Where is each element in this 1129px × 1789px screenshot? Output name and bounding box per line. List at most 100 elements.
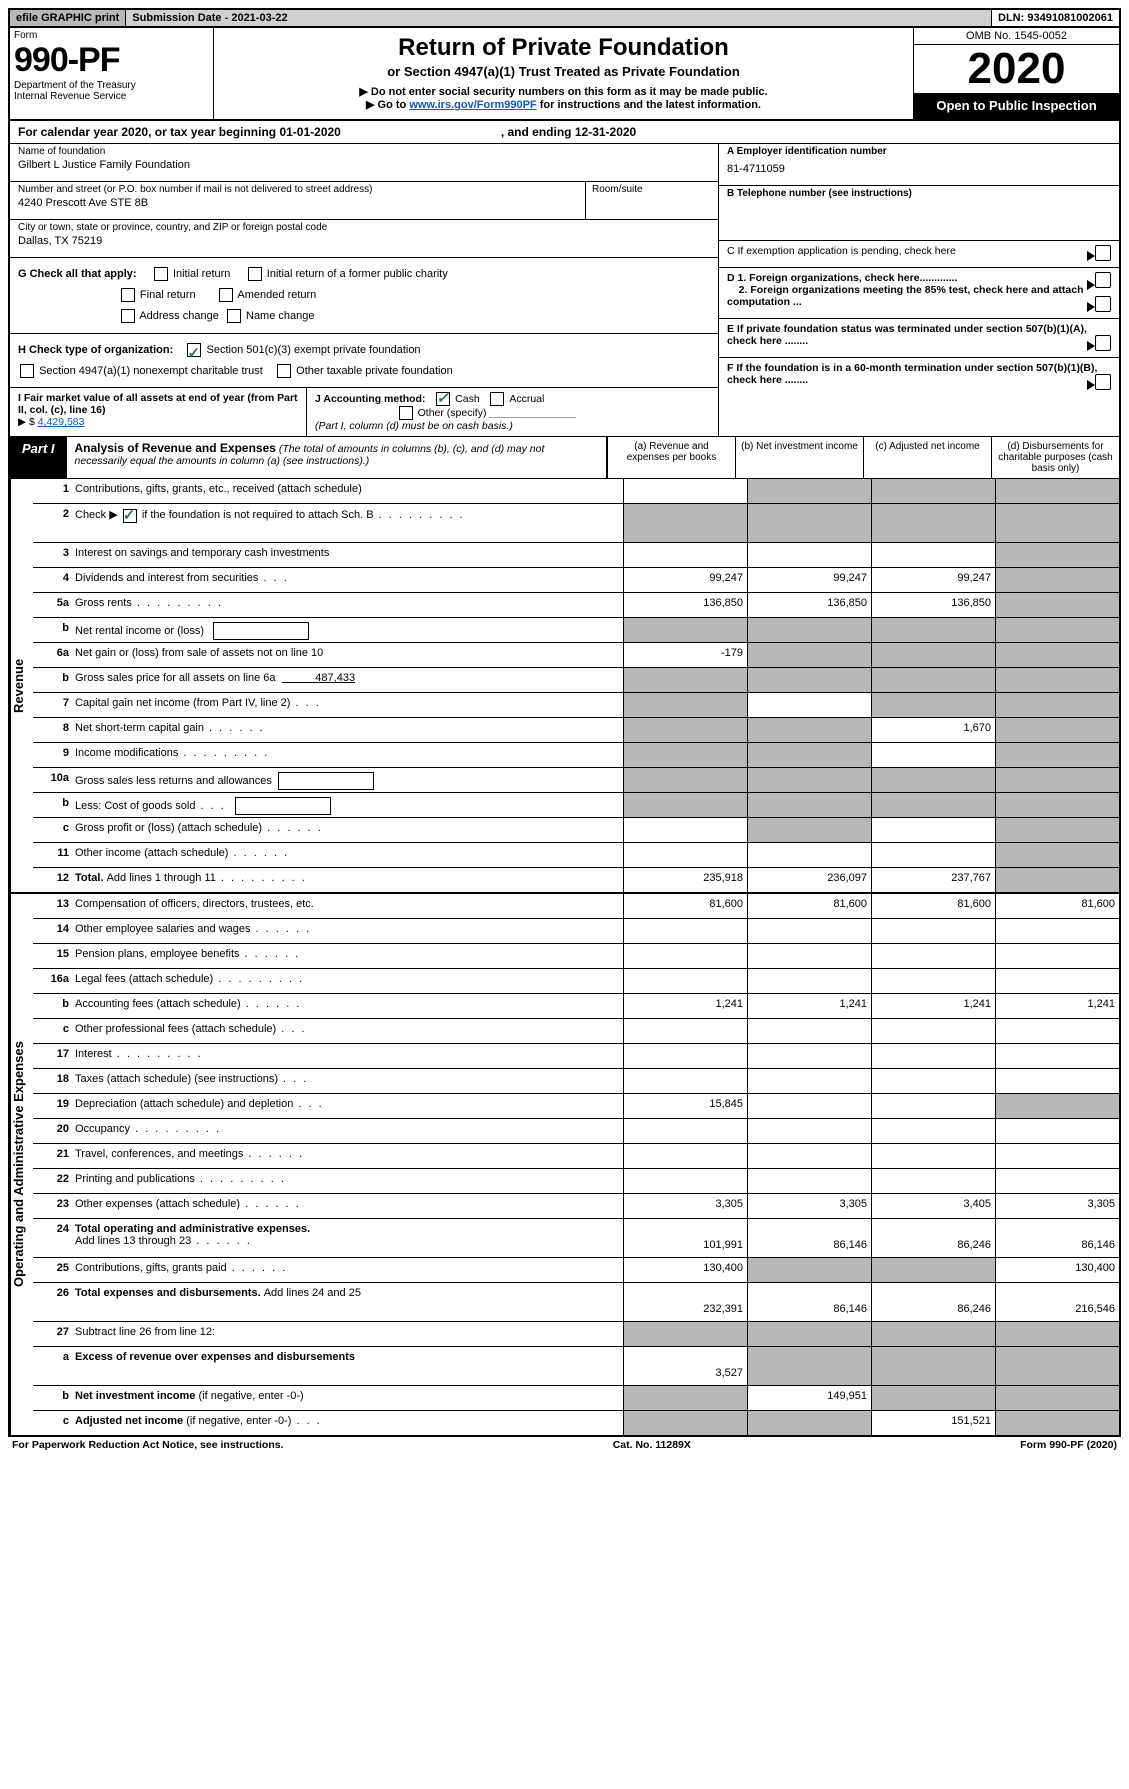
calyear-begin: 01-01-2020 — [279, 125, 340, 139]
l19-a: 15,845 — [623, 1094, 747, 1118]
name-label: Name of foundation — [18, 146, 710, 157]
city-label: City or town, state or province, country… — [18, 222, 710, 233]
H-o1: Section 501(c)(3) exempt private foundat… — [207, 344, 421, 356]
l5a-b: 136,850 — [747, 593, 871, 617]
footer-left: For Paperwork Reduction Act Notice, see … — [12, 1439, 284, 1451]
l5b-desc: Net rental income or (loss) — [75, 618, 623, 642]
efile-btn[interactable]: efile GRAPHIC print — [10, 10, 126, 26]
l16b-d: 1,241 — [995, 994, 1119, 1018]
l26-d: 216,546 — [995, 1283, 1119, 1321]
l10a-box — [278, 772, 374, 790]
cb-C[interactable] — [1095, 245, 1111, 261]
l27-desc: Subtract line 26 from line 12: — [75, 1322, 623, 1346]
cb-4947[interactable] — [20, 364, 34, 378]
section-F: F If the foundation is in a 60-month ter… — [719, 358, 1119, 396]
expenses-side-label: Operating and Administrative Expenses — [10, 894, 33, 1435]
l5a-desc: Gross rents — [75, 593, 623, 617]
l4-desc: Dividends and interest from securities — [75, 568, 623, 592]
city-val: Dallas, TX 75219 — [18, 233, 710, 247]
cb-F[interactable] — [1095, 374, 1111, 390]
part1-desc: Analysis of Revenue and Expenses (The to… — [67, 437, 606, 478]
subdate-label: Submission Date - — [132, 12, 231, 24]
revenue-table: Revenue 1Contributions, gifts, grants, e… — [8, 479, 1121, 894]
part1-label: Part I — [10, 437, 67, 478]
l8-c: 1,670 — [871, 718, 995, 742]
arrow-icon — [1087, 341, 1095, 351]
cb-accrual[interactable] — [490, 392, 504, 406]
form-note1: ▶ Do not enter social security numbers o… — [222, 85, 905, 98]
l24-desc: Total operating and administrative expen… — [75, 1219, 623, 1257]
G-o1: Initial return — [173, 268, 230, 280]
arrow-icon — [1087, 251, 1095, 261]
l27b-b: 149,951 — [747, 1386, 871, 1410]
top-bar: efile GRAPHIC print Submission Date - 20… — [8, 8, 1121, 28]
dln: DLN: 93491081002061 — [992, 10, 1119, 26]
l13-b: 81,600 — [747, 894, 871, 918]
l13-d: 81,600 — [995, 894, 1119, 918]
l11-desc: Other income (attach schedule) — [75, 843, 623, 867]
cb-name-change[interactable] — [227, 309, 241, 323]
l6a-desc: Net gain or (loss) from sale of assets n… — [75, 643, 623, 667]
room-label: Room/suite — [586, 182, 718, 219]
H-o3: Other taxable private foundation — [296, 365, 453, 377]
dept-label: Department of the Treasury — [14, 80, 209, 91]
l18-desc: Taxes (attach schedule) (see instruction… — [75, 1069, 623, 1093]
l12-desc: Total. Add lines 1 through 11 — [75, 868, 623, 892]
cb-schB[interactable] — [123, 509, 137, 523]
cb-initial[interactable] — [154, 267, 168, 281]
J-o1: Cash — [455, 393, 480, 405]
A-label: A Employer identification number — [727, 146, 887, 157]
tax-year: 2020 — [914, 45, 1119, 94]
cb-cash[interactable] — [436, 392, 450, 406]
cb-initial-former[interactable] — [248, 267, 262, 281]
l16b-a: 1,241 — [623, 994, 747, 1018]
calyear-pre: For calendar year 2020, or tax year begi… — [18, 125, 279, 139]
fmv-link[interactable]: 4,429,583 — [38, 416, 85, 428]
l10a-desc: Gross sales less returns and allowances — [75, 768, 623, 792]
cb-other-acct[interactable] — [399, 406, 413, 420]
col-b-head: (b) Net investment income — [735, 437, 863, 478]
l6b-val: 487,433 — [315, 672, 355, 684]
revenue-side-label: Revenue — [10, 479, 33, 892]
open-to-public: Open to Public Inspection — [914, 94, 1119, 119]
cb-addr-change[interactable] — [121, 309, 135, 323]
cb-other-tax[interactable] — [277, 364, 291, 378]
cb-501c3[interactable] — [187, 343, 201, 357]
l4-a: 99,247 — [623, 568, 747, 592]
calyear-mid: , and ending — [501, 125, 575, 139]
cb-final[interactable] — [121, 288, 135, 302]
D2-text: 2. Foreign organizations meeting the 85%… — [727, 284, 1084, 308]
G-o4: Amended return — [237, 289, 316, 301]
col-c-head: (c) Adjusted net income — [863, 437, 991, 478]
l12-a: 235,918 — [623, 868, 747, 892]
G-o3: Final return — [140, 289, 196, 301]
foundation-name: Gilbert L Justice Family Foundation — [18, 157, 710, 171]
l4-b: 99,247 — [747, 568, 871, 592]
part1-title: Analysis of Revenue and Expenses — [75, 441, 276, 455]
cb-E[interactable] — [1095, 335, 1111, 351]
cb-D1[interactable] — [1095, 272, 1111, 288]
J-label: J Accounting method: — [315, 393, 425, 405]
col-a-head: (a) Revenue and expenses per books — [607, 437, 735, 478]
l27b-desc: Net investment income (if negative, ente… — [75, 1386, 623, 1410]
I-sym: ▶ $ — [18, 416, 35, 428]
section-I: I Fair market value of all assets at end… — [10, 388, 307, 436]
submission-date: Submission Date - 2021-03-22 — [126, 10, 992, 26]
form990pf-link[interactable]: www.irs.gov/Form990PF — [409, 99, 536, 111]
form-header: Form 990-PF Department of the Treasury I… — [8, 28, 1121, 121]
cb-amended[interactable] — [219, 288, 233, 302]
cb-D2[interactable] — [1095, 296, 1111, 312]
l24-a: 101,991 — [623, 1219, 747, 1257]
l23-d: 3,305 — [995, 1194, 1119, 1218]
I-label: I Fair market value of all assets at end… — [18, 392, 298, 416]
ein-val: 81-4711059 — [727, 157, 1111, 175]
header-center: Return of Private Foundation or Section … — [214, 28, 913, 119]
arrow-icon — [1087, 380, 1095, 390]
l16b-c: 1,241 — [871, 994, 995, 1018]
J-note: (Part I, column (d) must be on cash basi… — [315, 420, 513, 432]
l6b-desc: Gross sales price for all assets on line… — [75, 668, 623, 692]
l5a-a: 136,850 — [623, 593, 747, 617]
expenses-table: Operating and Administrative Expenses 13… — [8, 894, 1121, 1437]
B-label: B Telephone number (see instructions) — [727, 188, 912, 199]
section-J: J Accounting method: Cash Accrual Other … — [307, 388, 718, 436]
